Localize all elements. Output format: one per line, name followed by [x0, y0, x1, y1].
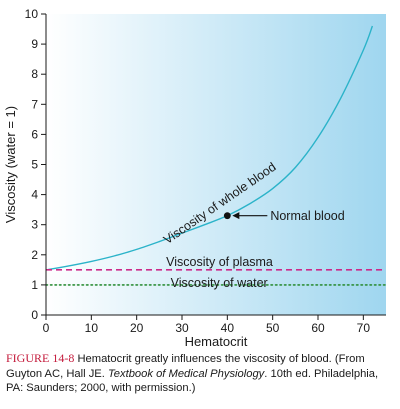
x-tick-label: 10: [85, 321, 99, 335]
y-tick-label: 7: [31, 97, 38, 111]
y-tick-label: 3: [31, 218, 38, 232]
y-tick-label: 0: [31, 308, 38, 322]
x-tick-label: 0: [43, 321, 50, 335]
series-line-0: [45, 25, 374, 271]
figure-label: FIGURE 14-8: [6, 351, 75, 365]
y-tick-label: 8: [31, 67, 38, 81]
x-axis-title: Hematocrit: [185, 334, 248, 349]
x-tick-label: 20: [130, 321, 144, 335]
x-tick-label: 50: [266, 321, 280, 335]
figure-caption: FIGURE 14-8 Hematocrit greatly influence…: [6, 351, 398, 396]
y-tick-label: 2: [31, 248, 38, 262]
normal-blood-arrow-head: [232, 212, 240, 220]
y-tick-label: 10: [25, 7, 39, 21]
series-label-water: Viscosity of water: [171, 276, 268, 290]
x-tick-label: 40: [221, 321, 235, 335]
caption-book-title: Textbook of Medical Physiology: [107, 367, 265, 380]
series-label-plasma: Viscosity of plasma: [166, 255, 273, 269]
y-tick-label: 6: [31, 127, 38, 141]
x-tick-label: 70: [357, 321, 371, 335]
y-tick-label: 1: [31, 278, 38, 292]
x-tick-label: 30: [175, 321, 189, 335]
normal-blood-label: Normal blood: [270, 209, 344, 223]
y-tick-label: 4: [31, 188, 38, 202]
x-tick-label: 60: [311, 321, 325, 335]
caption-text-2: . 10th ed. Philadelphia, PA: Saunders; 2…: [6, 367, 379, 395]
plot-area: [46, 14, 386, 315]
y-tick-label: 9: [31, 37, 38, 51]
normal-blood-point: [223, 212, 231, 220]
y-axis-title: Viscosity (water = 1): [3, 106, 18, 223]
viscosity-chart: 0 10 20 30 40 50 60 70 0 1 2 3 4 5 6 7 8 9 10 Viscosity of…: [3, 7, 387, 349]
caption-text-1: Hematocrit greatly influences the viscos…: [6, 353, 365, 380]
y-tick-label: 5: [31, 158, 38, 172]
